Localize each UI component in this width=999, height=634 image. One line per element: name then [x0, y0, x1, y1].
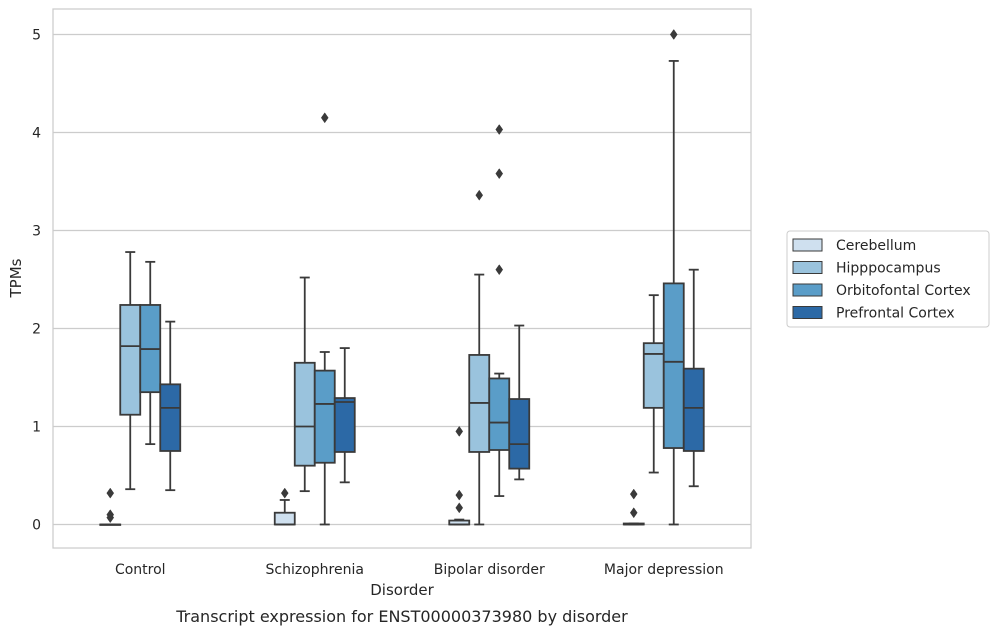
box-prefrontal-cortex-2: [508, 324, 531, 481]
outlier-point: [320, 112, 329, 124]
box-prefrontal-cortex-0: [159, 320, 182, 492]
legend-frame: [786, 230, 990, 328]
box-orbitofontal-cortex-2: [488, 124, 511, 497]
plot-background: [53, 9, 751, 548]
outlier-point: [669, 29, 678, 40]
legend: Cerebellum Hipppocampus Orbitofontal Corte…: [786, 230, 990, 328]
iqr-box: [662, 282, 685, 449]
box-cerebellum-1: [273, 487, 296, 526]
legend-label: Orbitofontal Cortex: [836, 283, 971, 299]
x-tick-label: Control: [115, 562, 166, 578]
outlier-point: [280, 487, 289, 499]
outlier-point: [455, 489, 464, 501]
iqr-box: [159, 383, 182, 452]
outlier-point: [106, 487, 115, 499]
box-prefrontal-cortex-1: [333, 347, 356, 484]
legend-label: Cerebellum: [836, 238, 916, 254]
outlier-point: [106, 512, 115, 524]
x-axis-label: Disorder: [370, 581, 434, 599]
iqr-box: [682, 367, 705, 452]
legend-label: Hipppocampus: [836, 261, 941, 277]
box-prefrontal-cortex-3: [682, 268, 705, 488]
legend-swatch: [792, 306, 823, 319]
y-axis-label: TPMs: [7, 258, 25, 298]
y-tick-labels: 0 1 2 3 4 5: [32, 27, 41, 533]
x-tick-labels: Control Schizophrenia Bipolar disorder Majo…: [115, 562, 724, 578]
box-cerebellum-3: [622, 488, 645, 526]
legend-swatch: [792, 261, 823, 274]
iqr-box: [508, 398, 531, 470]
box-cerebellum-0: [99, 487, 122, 526]
y-tick-label: 0: [32, 517, 41, 533]
y-tick-label: 5: [32, 27, 41, 43]
iqr-box: [488, 377, 511, 451]
outlier-point: [495, 124, 504, 135]
iqr-box: [273, 511, 296, 526]
outlier-point: [475, 189, 484, 201]
iqr-box: [119, 304, 142, 416]
iqr-box: [333, 397, 356, 453]
iqr-box: [313, 369, 336, 464]
outlier-point: [455, 502, 464, 514]
box-groups: [99, 29, 705, 526]
box-orbitofontal-cortex-0: [139, 260, 162, 446]
y-tick-label: 4: [32, 125, 41, 141]
y-tick-label: 3: [32, 223, 41, 239]
legend-label: Prefrontal Cortex: [836, 306, 955, 322]
x-tick-label: Major depression: [604, 562, 724, 578]
box-cerebellum-2: [448, 425, 471, 526]
outlier-point: [629, 488, 638, 500]
legend-swatch: [792, 283, 823, 297]
chart-caption: Transcript expression for ENST0000037398…: [175, 607, 628, 626]
box-orbitofontal-cortex-1: [313, 112, 336, 526]
iqr-box: [642, 342, 665, 409]
y-tick-label: 2: [32, 321, 41, 337]
box-orbitofontal-cortex-3: [662, 29, 685, 526]
x-tick-label: Schizophrenia: [266, 562, 364, 578]
box-hipppocampus-2: [468, 189, 491, 526]
iqr-box: [293, 361, 316, 467]
x-tick-label: Bipolar disorder: [434, 562, 545, 578]
outlier-point: [629, 507, 638, 519]
outlier-point: [495, 168, 504, 180]
legend-swatch: [792, 238, 823, 252]
outlier-point: [495, 264, 504, 276]
outlier-point: [455, 425, 464, 437]
plot-frame: [52, 8, 752, 549]
y-tick-label: 1: [32, 419, 41, 435]
